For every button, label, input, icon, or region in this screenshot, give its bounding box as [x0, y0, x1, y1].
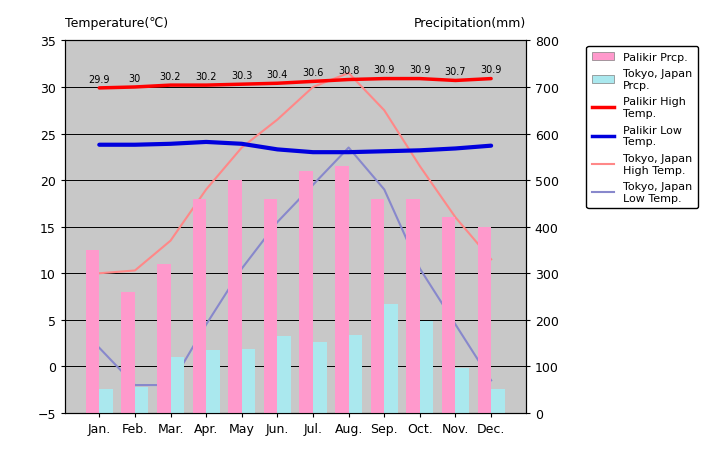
Bar	[348, 335, 362, 413]
Text: Temperature(℃): Temperature(℃)	[65, 17, 168, 30]
Bar	[313, 342, 327, 413]
Bar	[442, 218, 456, 413]
Bar	[264, 199, 277, 413]
Bar	[99, 389, 113, 413]
Text: 29.9: 29.9	[89, 74, 110, 84]
Text: 30.9: 30.9	[409, 65, 431, 75]
Text: 30.2: 30.2	[160, 72, 181, 82]
Bar	[277, 336, 291, 413]
Bar	[122, 292, 135, 413]
Bar	[420, 322, 433, 413]
Bar	[371, 199, 384, 413]
Bar	[206, 350, 220, 413]
Text: 30.9: 30.9	[374, 65, 395, 75]
Bar	[171, 357, 184, 413]
Text: 30.4: 30.4	[266, 70, 288, 80]
Text: 30.9: 30.9	[480, 65, 502, 75]
Bar	[242, 349, 256, 413]
Text: 30.8: 30.8	[338, 66, 359, 76]
Bar	[135, 387, 148, 413]
Text: 30.6: 30.6	[302, 68, 324, 78]
Legend: Palikir Prcp., Tokyo, Japan
Prcp., Palikir High
Temp., Palikir Low
Temp., Tokyo,: Palikir Prcp., Tokyo, Japan Prcp., Palik…	[587, 47, 698, 209]
Text: Precipitation(mm): Precipitation(mm)	[413, 17, 526, 30]
Bar	[157, 264, 171, 413]
Bar	[193, 199, 206, 413]
Bar	[300, 171, 313, 413]
Bar	[491, 389, 505, 413]
Bar	[406, 199, 420, 413]
Text: 30.3: 30.3	[231, 71, 253, 81]
Bar	[228, 181, 242, 413]
Bar	[86, 251, 99, 413]
Bar	[477, 227, 491, 413]
Bar	[456, 368, 469, 413]
Text: 30.2: 30.2	[195, 72, 217, 82]
Text: 30: 30	[129, 73, 141, 84]
Bar	[335, 167, 348, 413]
Bar	[384, 304, 397, 413]
Text: 30.7: 30.7	[445, 67, 467, 77]
